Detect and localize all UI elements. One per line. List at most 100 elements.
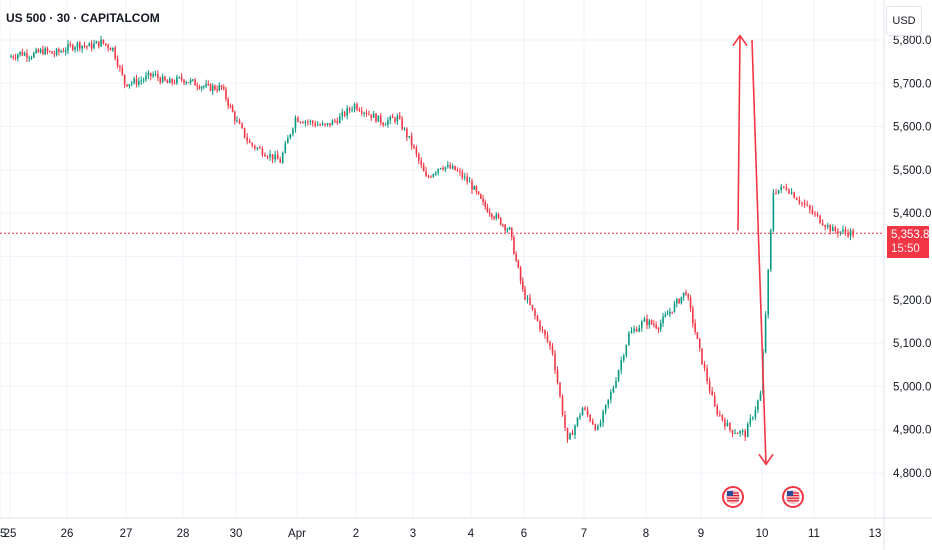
candle	[279, 156, 282, 163]
candle	[203, 85, 205, 90]
candle	[526, 295, 529, 304]
candle	[76, 41, 79, 52]
candle	[64, 47, 67, 56]
candle	[731, 429, 734, 438]
candle	[264, 152, 266, 157]
candle	[360, 106, 363, 116]
candle	[88, 42, 91, 47]
price-tick-label: 5,000.0	[893, 381, 931, 393]
candle	[173, 79, 176, 85]
candle	[752, 416, 754, 421]
candle	[643, 316, 646, 323]
candle	[200, 85, 203, 92]
candle	[269, 149, 271, 162]
candle	[564, 410, 566, 431]
candle	[701, 348, 703, 365]
candle	[138, 77, 140, 88]
candle	[406, 127, 408, 142]
chart-grid	[0, 0, 884, 518]
candle	[484, 199, 487, 210]
candle	[456, 167, 459, 172]
candle	[602, 409, 604, 427]
candle	[671, 311, 674, 315]
candle	[281, 151, 284, 165]
candle	[811, 205, 814, 215]
candle	[519, 265, 522, 285]
candle	[207, 80, 210, 86]
candle	[251, 142, 254, 148]
candle	[159, 76, 162, 85]
candle	[554, 350, 556, 375]
candle	[444, 166, 447, 173]
candle	[180, 73, 183, 83]
candle	[216, 85, 218, 93]
candle	[309, 119, 312, 126]
candle	[641, 319, 643, 332]
candle	[790, 188, 793, 195]
candle	[454, 165, 456, 171]
candle	[515, 251, 517, 263]
candle	[729, 422, 731, 433]
candle	[544, 329, 546, 339]
candle	[51, 51, 53, 54]
candle	[488, 208, 491, 217]
time-tick-label: 3	[410, 528, 416, 540]
candle	[259, 145, 261, 149]
candle	[468, 177, 471, 183]
candle	[480, 193, 482, 200]
candle	[591, 418, 594, 425]
candle	[622, 353, 625, 363]
candle	[556, 366, 559, 385]
candle	[508, 226, 511, 231]
time-tick-label: 27	[120, 528, 133, 540]
price-tick-label: 5,600.0	[893, 122, 931, 134]
us-flag-event-icon[interactable]	[722, 486, 744, 508]
candle	[463, 172, 466, 181]
candle	[772, 188, 775, 233]
candle	[396, 113, 399, 125]
candle	[368, 110, 370, 116]
candle	[67, 40, 69, 55]
candle	[495, 212, 498, 221]
candle	[289, 133, 292, 140]
symbol-title[interactable]: US 500 · 30 · CAPITALCOM	[4, 10, 162, 26]
candle	[524, 285, 526, 301]
candle	[30, 55, 33, 61]
currency-button[interactable]: USD	[886, 6, 922, 36]
candle	[678, 298, 680, 304]
candle	[28, 55, 31, 62]
candle	[829, 224, 832, 235]
candle	[461, 169, 464, 181]
candle	[551, 343, 554, 356]
candle	[194, 77, 196, 86]
candle	[713, 392, 716, 408]
candle	[666, 309, 669, 316]
candle	[721, 414, 724, 422]
candle	[408, 136, 411, 139]
candle	[326, 122, 329, 127]
candle	[437, 168, 439, 176]
candle	[770, 228, 772, 273]
candle	[133, 76, 135, 85]
candle	[123, 74, 126, 89]
candle	[358, 107, 361, 113]
candle	[849, 228, 852, 241]
candle	[539, 319, 541, 333]
candle	[205, 79, 207, 88]
candle	[741, 428, 744, 436]
candle	[434, 171, 437, 177]
candle	[809, 204, 811, 214]
candle	[493, 215, 495, 221]
candles	[10, 35, 854, 443]
candle	[21, 48, 24, 57]
us-flag-event-icon[interactable]	[782, 486, 804, 508]
candle	[44, 46, 46, 56]
candle	[746, 421, 749, 438]
candle	[831, 224, 834, 232]
candle	[685, 289, 687, 296]
price-tick-label: 4,800.0	[893, 468, 931, 480]
candle	[834, 225, 837, 234]
candle	[154, 70, 157, 77]
candle	[502, 223, 504, 228]
